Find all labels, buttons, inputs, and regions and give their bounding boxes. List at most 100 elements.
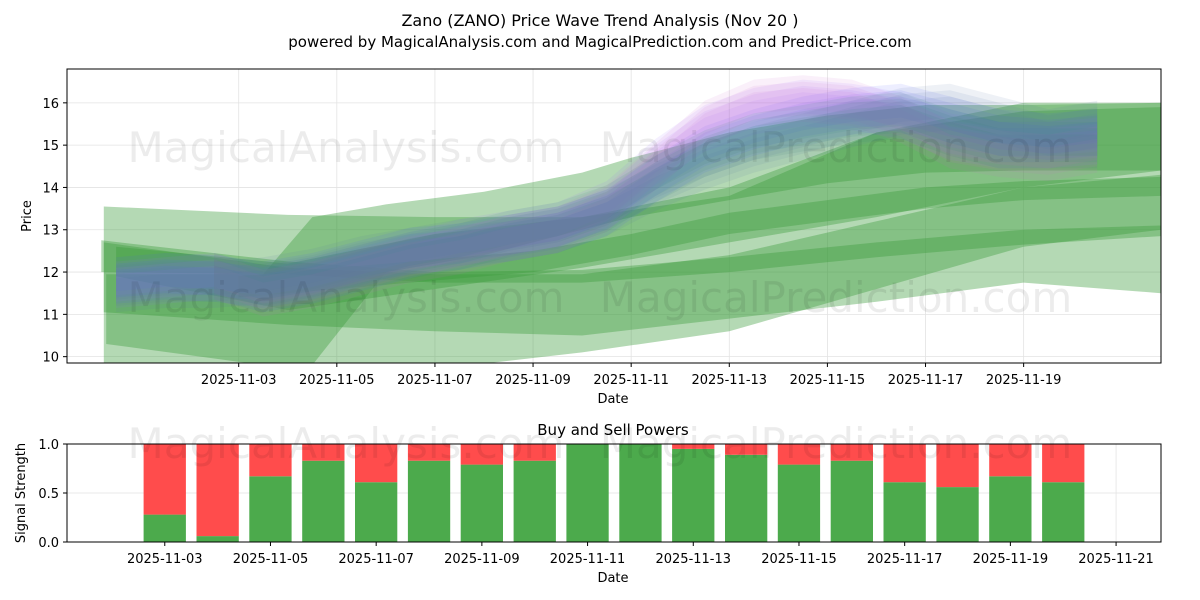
wave-band-blue xyxy=(116,96,1098,296)
sell-bar xyxy=(989,444,1032,477)
price-x-tick-label: 2025-11-17 xyxy=(888,373,964,388)
price-x-label: Date xyxy=(597,392,628,407)
buy-bar xyxy=(619,444,662,542)
price-y-tick-label: 14 xyxy=(42,181,59,196)
sell-bar xyxy=(513,444,556,461)
buy-bar xyxy=(143,514,186,542)
signal-x-tick-label: 2025-11-09 xyxy=(444,552,520,567)
wave-band-pink xyxy=(214,75,1098,317)
wave-band-slate xyxy=(116,83,1098,313)
price-plot: MagicalAnalysis.com MagicalPrediction.co… xyxy=(20,68,1162,407)
buy-bar xyxy=(936,487,979,542)
sell-bar xyxy=(355,444,398,483)
green-band-mid-band xyxy=(116,102,1161,311)
buy-bar xyxy=(830,460,873,542)
buy-bar xyxy=(883,482,926,542)
signal-x-tick-label: 2025-11-15 xyxy=(761,552,837,567)
wave-band-violet xyxy=(116,85,1098,306)
watermark-analysis-top: MagicalAnalysis.com xyxy=(128,123,565,172)
sell-bar xyxy=(830,444,873,461)
wave-band-pink xyxy=(214,81,1098,311)
price-x-tick-label: 2025-11-05 xyxy=(299,373,375,388)
watermark-analysis-mid: MagicalAnalysis.com xyxy=(128,273,565,322)
wave-band-teal xyxy=(214,92,1098,313)
sell-bar xyxy=(883,444,926,483)
signal-x-tick-label: 2025-11-11 xyxy=(550,552,626,567)
price-y-tick-label: 10 xyxy=(42,351,59,366)
buy-bar xyxy=(725,454,768,542)
watermark-prediction-top: MagicalPrediction.com xyxy=(600,123,1073,172)
buy-bar xyxy=(407,460,451,542)
signal-y-label: Signal Strength xyxy=(14,443,29,543)
buy-bar xyxy=(513,460,556,542)
buy-bar xyxy=(355,482,398,542)
signal-plot-frame xyxy=(66,443,1162,543)
watermark-prediction-mid: MagicalPrediction.com xyxy=(600,273,1073,322)
signal-x-tick-label: 2025-11-03 xyxy=(127,552,203,567)
wave-band-violet xyxy=(116,79,1098,313)
price-y-label: Price xyxy=(20,200,35,232)
signal-x-tick-label: 2025-11-13 xyxy=(655,552,731,567)
signal-y-tick-label: 1.0 xyxy=(38,438,59,453)
signal-y-tick-label: 0.5 xyxy=(38,487,59,502)
signal-x-tick-label: 2025-11-05 xyxy=(233,552,309,567)
sell-bar xyxy=(777,444,821,465)
price-grid xyxy=(67,69,1161,363)
signal-plot: MagicalAnalysis.com MagicalPrediction.co… xyxy=(14,419,1162,586)
sell-bar xyxy=(460,444,503,465)
signal-x-label: Date xyxy=(597,571,628,586)
buy-bar xyxy=(460,464,503,542)
wave-band-blue xyxy=(116,90,1098,302)
signal-x-tick-label: 2025-11-07 xyxy=(338,552,414,567)
buy-bar xyxy=(302,460,345,542)
buy-bar xyxy=(777,464,821,542)
price-ticks: 10 11 12 13 14 15 16 2025-11-03 2025-11-05 2025-1… xyxy=(42,97,1061,388)
sell-bar xyxy=(936,444,979,488)
sell-bar xyxy=(302,444,345,461)
price-y-tick-label: 11 xyxy=(42,308,59,323)
sell-bar xyxy=(407,444,451,461)
wave-band-teal xyxy=(214,105,1098,300)
sell-bar xyxy=(672,444,715,449)
green-band-ribbon-mid xyxy=(238,176,1161,298)
price-y-tick-label: 16 xyxy=(42,97,59,112)
green-band-steep-band xyxy=(106,102,1161,363)
sell-bar xyxy=(249,444,292,477)
green-band-wide-band xyxy=(103,107,1161,363)
buy-bar xyxy=(249,476,292,542)
green-band-low-band xyxy=(103,174,1161,336)
chart-title: Zano (ZANO) Price Wave Trend Analysis (N… xyxy=(401,11,798,30)
buy-bar xyxy=(196,536,239,542)
buy-bar xyxy=(566,444,609,542)
green-band-ribbon-low xyxy=(101,225,1161,283)
price-x-tick-label: 2025-11-09 xyxy=(495,373,571,388)
price-waves xyxy=(116,75,1098,317)
sell-bar xyxy=(725,444,768,455)
signal-title: Buy and Sell Powers xyxy=(537,421,689,439)
sell-bar xyxy=(143,444,186,515)
price-y-tick-label: 12 xyxy=(42,266,59,281)
price-x-tick-label: 2025-11-03 xyxy=(201,373,277,388)
sell-bar xyxy=(1042,444,1085,483)
wave-band-teal xyxy=(214,98,1098,306)
price-x-tick-label: 2025-11-07 xyxy=(397,373,473,388)
wave-band-slate xyxy=(116,96,1098,300)
price-x-tick-label: 2025-11-19 xyxy=(986,373,1062,388)
signal-x-tick-label: 2025-11-21 xyxy=(1078,552,1154,567)
wave-band-blue xyxy=(116,83,1098,308)
buy-bar xyxy=(989,476,1032,542)
buy-bar xyxy=(1042,482,1085,542)
buy-bar xyxy=(672,448,715,542)
price-x-tick-label: 2025-11-13 xyxy=(692,373,768,388)
signal-x-tick-label: 2025-11-17 xyxy=(867,552,943,567)
chart-subtitle: powered by MagicalAnalysis.com and Magic… xyxy=(288,33,912,51)
signal-bars xyxy=(143,444,1085,542)
wave-band-violet xyxy=(116,92,1098,300)
signal-ticks: 0.0 0.5 1.0 2025-11-03 2025-11-05 2025-11-07 2… xyxy=(38,438,1154,567)
price-x-tick-label: 2025-11-15 xyxy=(790,373,866,388)
wave-band-pink xyxy=(214,88,1098,304)
sell-bar xyxy=(196,444,239,537)
price-bands xyxy=(101,102,1161,363)
signal-y-tick-label: 0.0 xyxy=(38,536,59,551)
